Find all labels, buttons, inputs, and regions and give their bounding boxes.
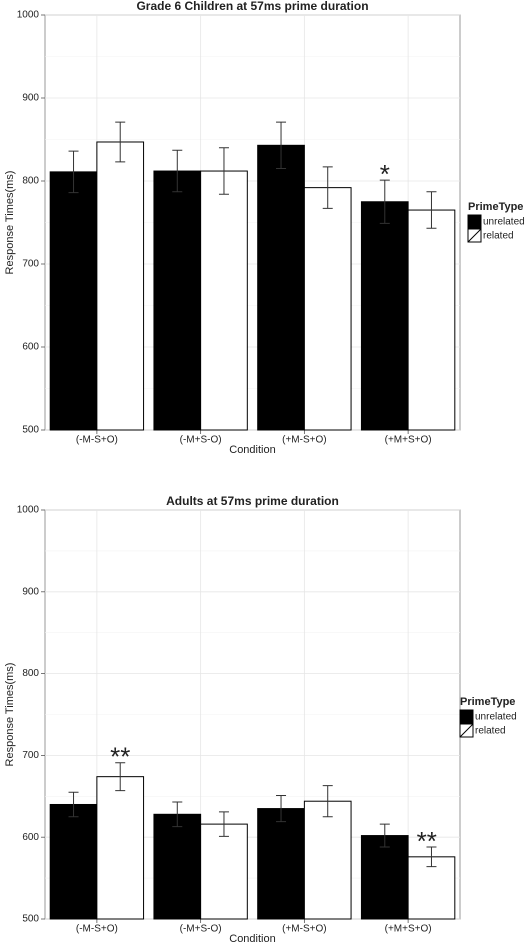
error-bar — [426, 191, 437, 229]
x-tick-label: (-M+S-O) — [180, 924, 222, 935]
x-tick-label: (-M-S+O) — [76, 924, 118, 935]
y-tick-label: 500 — [22, 914, 39, 925]
error-bar — [322, 785, 333, 818]
error-bar — [426, 846, 437, 868]
error-bar — [172, 801, 183, 828]
x-tick-label: (-M-S+O) — [76, 435, 118, 446]
x-axis-label: Condition — [229, 444, 275, 456]
x-tick-label: (+M-S+O) — [282, 435, 326, 446]
bar — [303, 800, 352, 920]
error-bar — [322, 166, 333, 209]
bar — [200, 823, 248, 920]
error-bar — [68, 791, 79, 818]
y-tick-label: 1000 — [17, 505, 40, 516]
error-bar — [68, 150, 79, 194]
annotation: * — [380, 159, 390, 189]
legend-title: PrimeType — [460, 696, 515, 708]
x-tick-label: (-M+S-O) — [180, 435, 222, 446]
y-tick-label: 700 — [22, 259, 39, 270]
y-tick-label: 600 — [22, 342, 39, 353]
bar — [153, 813, 202, 920]
bar — [49, 171, 98, 431]
error-bar — [115, 762, 126, 792]
legend-key-slash — [459, 723, 474, 738]
y-tick-label: 500 — [22, 425, 39, 436]
x-tick-label: (+M-S+O) — [282, 924, 326, 935]
error-bar — [218, 811, 229, 837]
error-bar — [276, 121, 287, 170]
bar — [303, 187, 352, 431]
error-bar — [276, 794, 287, 823]
legend-label: unrelated — [483, 217, 525, 228]
error-bar — [218, 147, 229, 195]
bar — [96, 776, 145, 920]
x-tick-label: (+M+S+O) — [385, 435, 432, 446]
y-axis-label: Response Times(ms) — [4, 663, 16, 767]
legend-key — [467, 214, 482, 229]
bar — [360, 835, 409, 920]
legend-title: PrimeType — [468, 201, 523, 213]
x-axis-label: Condition — [229, 933, 275, 945]
bar — [257, 144, 305, 431]
annotation: ** — [417, 826, 437, 856]
chart-title: Grade 6 Children at 57ms prime duration — [136, 0, 368, 13]
bar — [257, 808, 305, 920]
legend-key — [459, 709, 474, 724]
legend-label: related — [475, 726, 506, 737]
error-bar — [379, 179, 390, 224]
bar — [360, 201, 409, 431]
annotation: ** — [110, 742, 130, 772]
bar — [153, 170, 202, 431]
y-tick-label: 700 — [22, 750, 39, 761]
error-bar — [379, 823, 390, 848]
error-bar — [115, 121, 126, 163]
legend-label: unrelated — [475, 712, 517, 723]
bar — [407, 856, 456, 920]
x-tick-label: (+M+S+O) — [385, 924, 432, 935]
legend-key-slash — [467, 228, 482, 243]
legend-label: related — [483, 231, 514, 242]
y-tick-label: 1000 — [17, 10, 40, 21]
bar — [49, 803, 98, 920]
y-tick-label: 800 — [22, 176, 39, 187]
y-axis-label: Response Times(ms) — [4, 171, 16, 275]
y-tick-label: 900 — [22, 586, 39, 597]
bar — [96, 141, 145, 431]
bar — [200, 170, 248, 431]
y-tick-label: 600 — [22, 832, 39, 843]
y-tick-label: 800 — [22, 668, 39, 679]
bar — [407, 209, 456, 431]
chart-title: Adults at 57ms prime duration — [166, 494, 339, 508]
y-tick-label: 900 — [22, 93, 39, 104]
error-bar — [172, 149, 183, 193]
